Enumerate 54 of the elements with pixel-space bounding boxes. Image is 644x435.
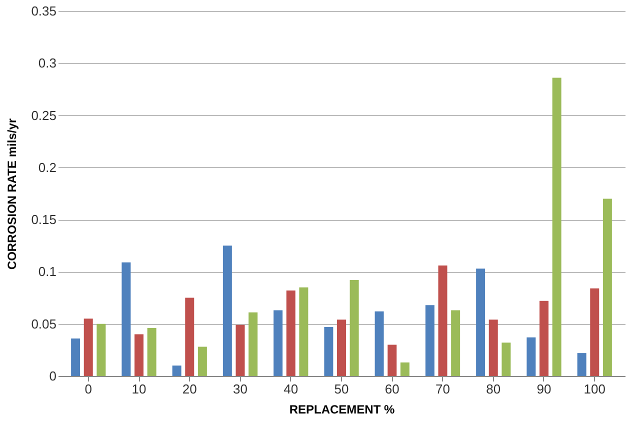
bar: [198, 346, 207, 376]
bar: [350, 280, 359, 376]
bar: [540, 300, 548, 376]
bar: [425, 305, 434, 376]
x-tick-label: 20: [182, 382, 197, 396]
bar: [147, 328, 156, 376]
bar: [248, 312, 258, 376]
y-axis-title: CORROSION RATE mils/yr: [5, 118, 20, 270]
x-tick-label: 50: [334, 382, 349, 396]
y-tick-label: 0: [49, 368, 56, 384]
bar: [602, 198, 612, 376]
x-tick-label: 0: [84, 382, 92, 396]
bar: [172, 366, 182, 376]
y-tick-label: 0.25: [31, 108, 56, 123]
y-tick-label: 0.35: [31, 4, 56, 18]
bar: [122, 262, 131, 376]
bar: [590, 288, 600, 376]
bar: [84, 318, 93, 376]
y-tick-label: 0.15: [31, 212, 56, 228]
bar: [71, 338, 80, 376]
x-tick-label: 10: [132, 382, 146, 396]
x-tick-label: 90: [536, 382, 552, 396]
bar: [451, 310, 460, 376]
bar: [438, 265, 448, 376]
bar: [400, 362, 410, 376]
bar: [236, 324, 245, 376]
bar: [374, 311, 384, 376]
bar: [502, 342, 511, 376]
y-tick-label: 0.05: [31, 316, 56, 332]
bar: [324, 326, 334, 376]
bar: [388, 344, 397, 376]
bar: [222, 246, 232, 376]
bar: [488, 320, 498, 376]
x-tick-label: 40: [284, 382, 298, 396]
x-tick-label: 100: [584, 382, 606, 396]
bar: [552, 78, 562, 376]
bar: [185, 298, 194, 376]
x-tick-label: 60: [384, 382, 400, 396]
bar: [274, 310, 283, 376]
x-tick-label: 30: [233, 382, 248, 396]
x-axis-title: REPLACEMENT %: [289, 402, 395, 416]
y-tick-label: 0.2: [38, 160, 56, 175]
bar: [476, 268, 486, 376]
bar: [286, 290, 296, 376]
y-tick-label: 0.3: [38, 56, 56, 71]
bar: [577, 353, 586, 376]
bar: [299, 287, 308, 376]
bar: [526, 337, 536, 376]
bar: [337, 320, 346, 376]
y-tick-label: 0.1: [38, 264, 56, 280]
bar: [134, 334, 144, 376]
x-tick-label: 80: [486, 382, 501, 396]
x-tick-label: 70: [436, 382, 450, 396]
bar: [96, 324, 106, 376]
